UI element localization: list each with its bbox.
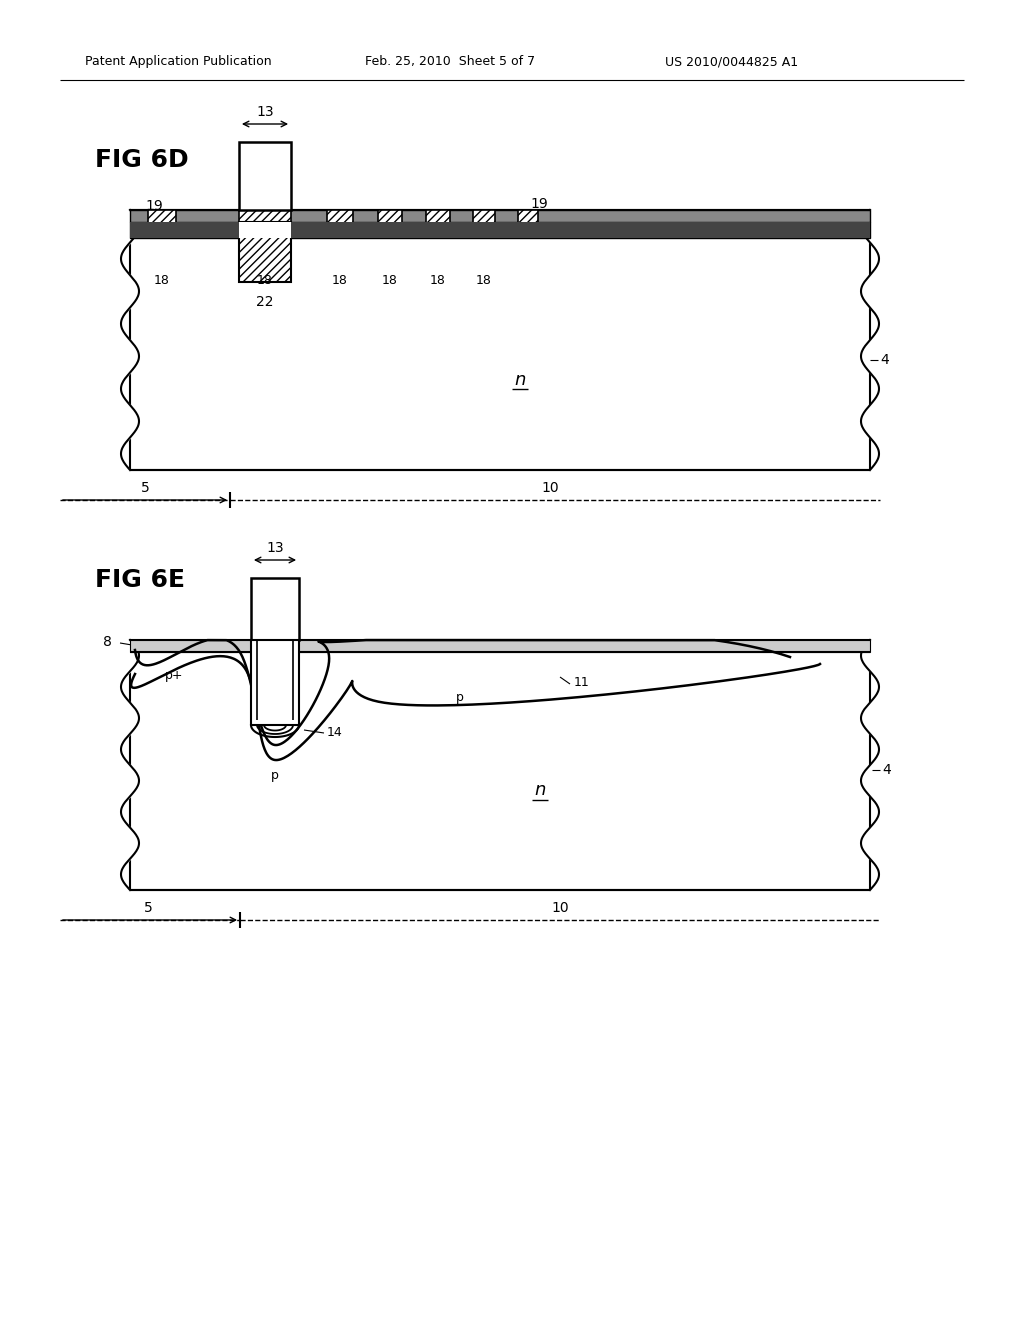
Text: n: n bbox=[535, 781, 546, 799]
Text: US 2010/0044825 A1: US 2010/0044825 A1 bbox=[665, 55, 798, 69]
Text: 19: 19 bbox=[530, 197, 548, 211]
Text: p: p bbox=[271, 768, 279, 781]
Text: 5: 5 bbox=[140, 480, 150, 495]
Bar bbox=[426, 210, 450, 238]
Bar bbox=[239, 210, 291, 238]
Bar bbox=[130, 210, 870, 470]
Text: 13: 13 bbox=[266, 541, 284, 554]
Text: p: p bbox=[456, 692, 464, 705]
Text: FIG 6E: FIG 6E bbox=[95, 568, 185, 591]
Bar bbox=[518, 210, 538, 238]
Text: 4: 4 bbox=[880, 352, 889, 367]
Text: 18: 18 bbox=[154, 275, 170, 288]
Bar bbox=[239, 143, 291, 210]
Bar bbox=[130, 222, 870, 238]
Text: 22: 22 bbox=[256, 294, 273, 309]
Text: 18: 18 bbox=[257, 275, 273, 288]
Text: 18: 18 bbox=[430, 275, 445, 288]
Bar bbox=[148, 210, 176, 238]
Bar bbox=[251, 640, 299, 725]
Bar bbox=[130, 640, 870, 652]
Text: n: n bbox=[514, 371, 525, 389]
Bar bbox=[130, 640, 870, 890]
Text: 19: 19 bbox=[145, 199, 163, 213]
Text: 10: 10 bbox=[551, 902, 568, 915]
Bar bbox=[378, 210, 402, 238]
Bar bbox=[239, 222, 291, 282]
Text: Feb. 25, 2010  Sheet 5 of 7: Feb. 25, 2010 Sheet 5 of 7 bbox=[365, 55, 536, 69]
Text: p+: p+ bbox=[165, 669, 183, 682]
Bar bbox=[239, 222, 291, 238]
Bar bbox=[251, 578, 299, 640]
Bar bbox=[327, 210, 353, 238]
Text: 13: 13 bbox=[256, 106, 273, 119]
Text: Patent Application Publication: Patent Application Publication bbox=[85, 55, 271, 69]
Text: 8: 8 bbox=[103, 635, 112, 649]
Text: 5: 5 bbox=[143, 902, 153, 915]
Text: 18: 18 bbox=[476, 275, 492, 288]
Bar bbox=[130, 210, 870, 222]
Text: 10: 10 bbox=[542, 480, 559, 495]
Text: 14: 14 bbox=[327, 726, 343, 739]
Text: 4: 4 bbox=[882, 763, 891, 777]
Text: FIG 6D: FIG 6D bbox=[95, 148, 188, 172]
Bar bbox=[473, 210, 495, 238]
Text: 18: 18 bbox=[382, 275, 398, 288]
Text: 11: 11 bbox=[574, 676, 590, 689]
Text: 18: 18 bbox=[332, 275, 348, 288]
Bar bbox=[130, 222, 870, 238]
